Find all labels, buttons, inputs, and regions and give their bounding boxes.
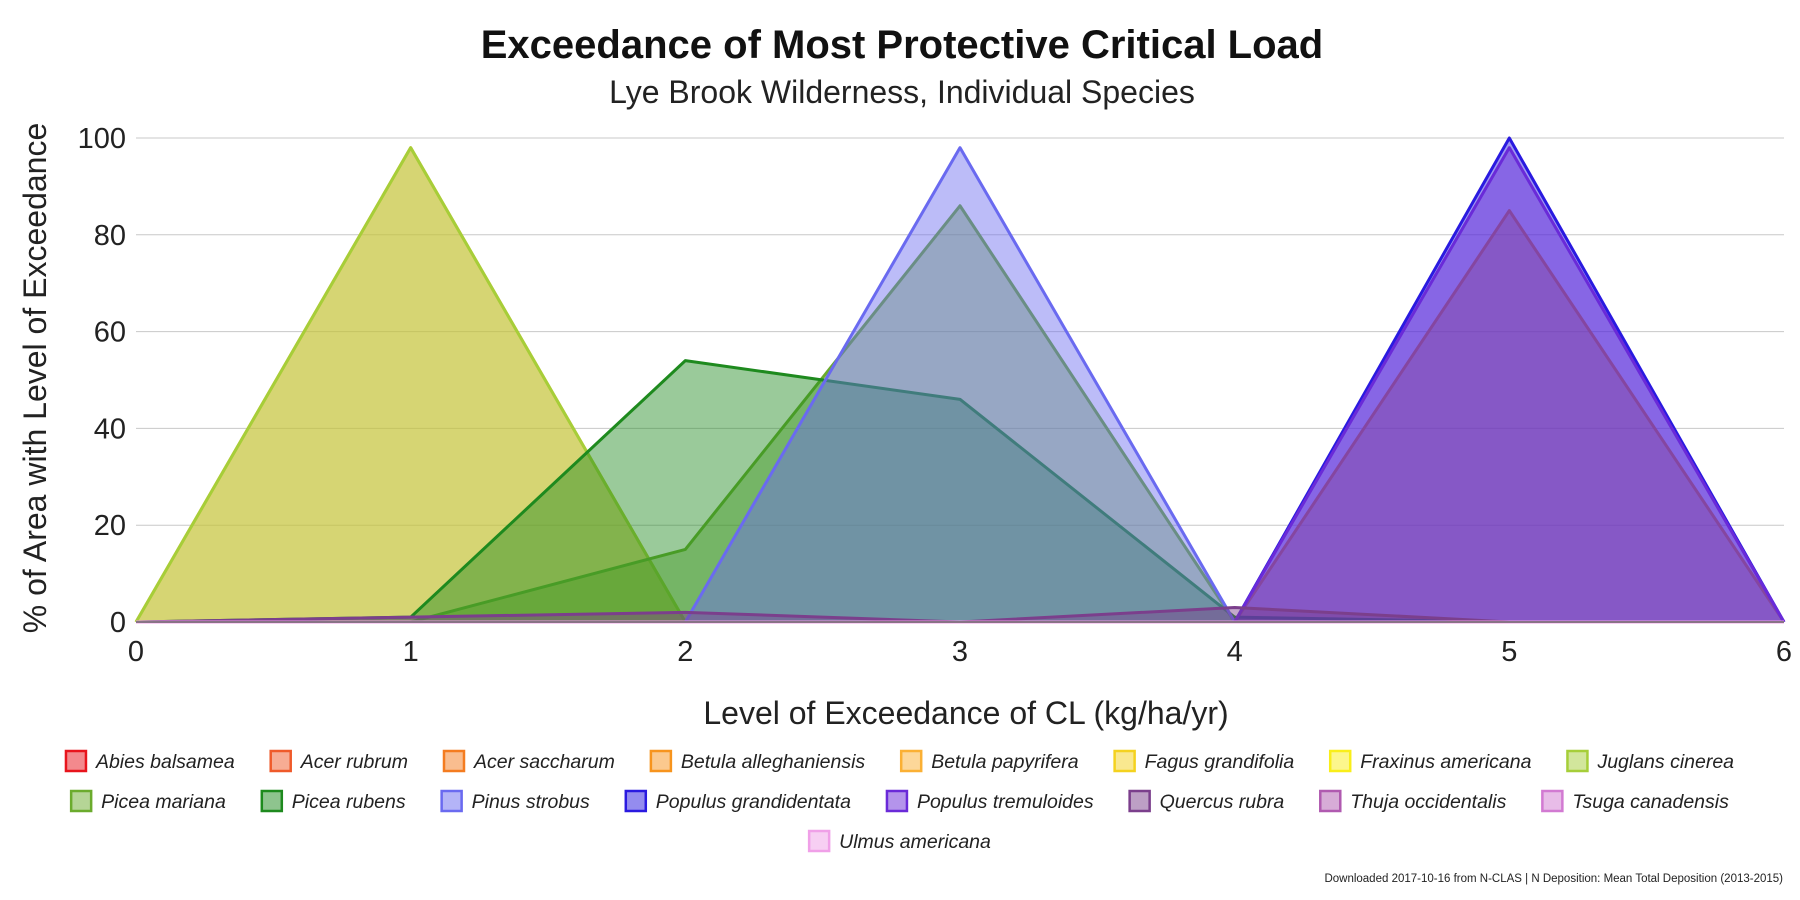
legend-swatch (260, 789, 284, 813)
series-area (136, 147, 1784, 622)
legend: Abies balsamea Acer rubrum Acer saccharum B… (64, 749, 1734, 853)
legend-item: Abies balsamea (64, 749, 235, 773)
x-tick-label: 0 (128, 636, 144, 668)
x-tick-label: 5 (1501, 636, 1517, 668)
legend-item: Betula alleghaniensis (649, 749, 866, 773)
footer-note: Downloaded 2017-10-16 from N-CLAS | N De… (1324, 873, 1783, 885)
legend-swatch (807, 829, 831, 853)
x-tick-label: 4 (1227, 636, 1243, 668)
legend-swatch (885, 789, 909, 813)
legend-swatch (269, 749, 292, 773)
chart-subtitle: Lye Brook Wilderness, Individual Species (609, 74, 1195, 110)
series-area (136, 147, 1784, 622)
legend-swatch (69, 789, 93, 813)
legend-item: Tsuga canadensis (1541, 789, 1729, 813)
x-tick-label: 3 (952, 636, 968, 668)
legend-label: Picea rubens (292, 791, 406, 813)
legend-label: Abies balsamea (95, 751, 235, 773)
legend-swatch (649, 749, 673, 773)
legend-label: Populus tremuloides (917, 791, 1094, 813)
legend-swatch (624, 789, 648, 813)
x-tick-label: 6 (1776, 636, 1792, 668)
legend-label: Betula alleghaniensis (681, 751, 866, 773)
y-tick-label: 60 (94, 317, 126, 349)
legend-swatch (1113, 749, 1136, 773)
legend-label: Juglans cinerea (1596, 751, 1734, 773)
y-tick-label: 40 (94, 413, 126, 445)
chart-title: Exceedance of Most Protective Critical L… (481, 23, 1323, 67)
series-area (136, 210, 1784, 622)
grid (136, 137, 1784, 526)
legend-item: Populus grandidentata (624, 789, 851, 813)
legend-swatch (1319, 789, 1342, 813)
legend-label: Tsuga canadensis (1572, 791, 1729, 813)
series-area (136, 205, 1784, 622)
legend-item: Populus tremuloides (885, 789, 1094, 813)
axes: 0 20 40 60 80 100 0 1 2 3 4 5 6 (78, 123, 1792, 668)
y-axis-title: % of Area with Level of Exceedance (17, 123, 53, 634)
legend-item: Picea mariana (69, 789, 226, 813)
legend-label: Populus grandidentata (656, 791, 851, 813)
legend-label: Pinus strobus (472, 791, 590, 813)
x-tick-label: 2 (677, 636, 693, 668)
x-axis-title: Level of Exceedance of CL (kg/ha/yr) (703, 695, 1228, 731)
y-tick-label: 0 (110, 607, 126, 639)
legend-label: Thuja occidentalis (1350, 791, 1506, 813)
y-tick-label: 80 (94, 220, 126, 252)
legend-swatch (1328, 749, 1352, 773)
legend-label: Fraxinus americana (1360, 751, 1531, 773)
legend-item: Betula papyrifera (899, 749, 1079, 773)
legend-item: Thuja occidentalis (1319, 789, 1507, 813)
legend-item: Acer rubrum (269, 749, 408, 773)
series-area (136, 360, 1784, 622)
legend-label: Fagus grandifolia (1145, 751, 1295, 773)
legend-item: Pinus strobus (440, 789, 590, 813)
x-tick-label: 1 (403, 636, 419, 668)
legend-label: Ulmus americana (839, 831, 991, 853)
y-tick-label: 20 (94, 510, 126, 542)
series-area (136, 147, 1784, 622)
legend-item: Acer saccharum (442, 749, 615, 773)
legend-item: Fraxinus americana (1328, 749, 1532, 773)
legend-item: Ulmus americana (807, 829, 991, 853)
series-layer (134, 136, 1786, 624)
legend-swatch (442, 749, 466, 773)
legend-item: Juglans cinerea (1566, 749, 1734, 773)
legend-label: Quercus rubra (1160, 791, 1285, 813)
legend-item: Quercus rubra (1128, 789, 1285, 813)
series-area (136, 138, 1784, 622)
series-area (136, 607, 1784, 622)
legend-swatch (899, 749, 923, 773)
legend-item: Picea rubens (260, 789, 406, 813)
series-area (136, 147, 1784, 622)
legend-swatch (1566, 749, 1589, 773)
legend-label: Acer rubrum (300, 751, 408, 773)
legend-swatch (1541, 789, 1564, 813)
legend-label: Acer saccharum (473, 751, 615, 773)
legend-swatch (1128, 789, 1151, 813)
y-tick-label: 100 (78, 123, 126, 155)
legend-label: Betula papyrifera (931, 751, 1079, 773)
legend-label: Picea mariana (101, 791, 226, 813)
legend-item: Fagus grandifolia (1113, 749, 1295, 773)
legend-swatch (64, 749, 88, 773)
legend-swatch (440, 789, 463, 813)
